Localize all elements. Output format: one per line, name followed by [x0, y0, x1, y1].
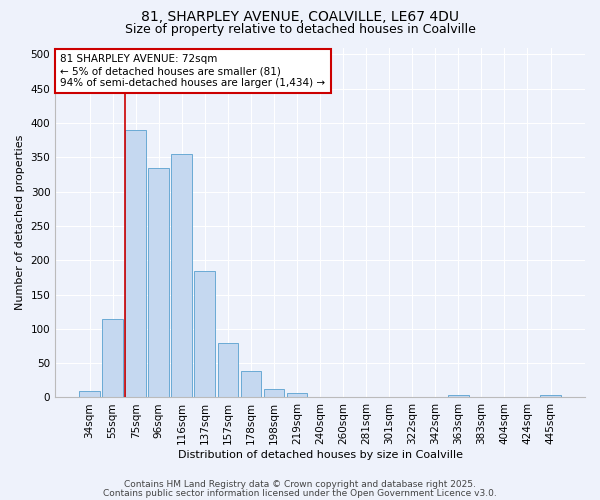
X-axis label: Distribution of detached houses by size in Coalville: Distribution of detached houses by size … [178, 450, 463, 460]
Bar [241, 372, 262, 398]
Text: 81 SHARPLEY AVENUE: 72sqm
← 5% of detached houses are smaller (81)
94% of semi-d: 81 SHARPLEY AVENUE: 72sqm ← 5% of detach… [61, 54, 326, 88]
Text: Size of property relative to detached houses in Coalville: Size of property relative to detached ho… [125, 22, 475, 36]
Bar [79, 390, 100, 398]
Bar [102, 318, 123, 398]
Bar [172, 154, 192, 398]
Bar [287, 394, 307, 398]
Bar [148, 168, 169, 398]
Y-axis label: Number of detached properties: Number of detached properties [15, 135, 25, 310]
Bar [263, 389, 284, 398]
Bar [448, 394, 469, 398]
Bar [125, 130, 146, 398]
Text: 81, SHARPLEY AVENUE, COALVILLE, LE67 4DU: 81, SHARPLEY AVENUE, COALVILLE, LE67 4DU [141, 10, 459, 24]
Text: Contains public sector information licensed under the Open Government Licence v3: Contains public sector information licen… [103, 488, 497, 498]
Bar [540, 394, 561, 398]
Bar [194, 270, 215, 398]
Text: Contains HM Land Registry data © Crown copyright and database right 2025.: Contains HM Land Registry data © Crown c… [124, 480, 476, 489]
Bar [218, 342, 238, 398]
